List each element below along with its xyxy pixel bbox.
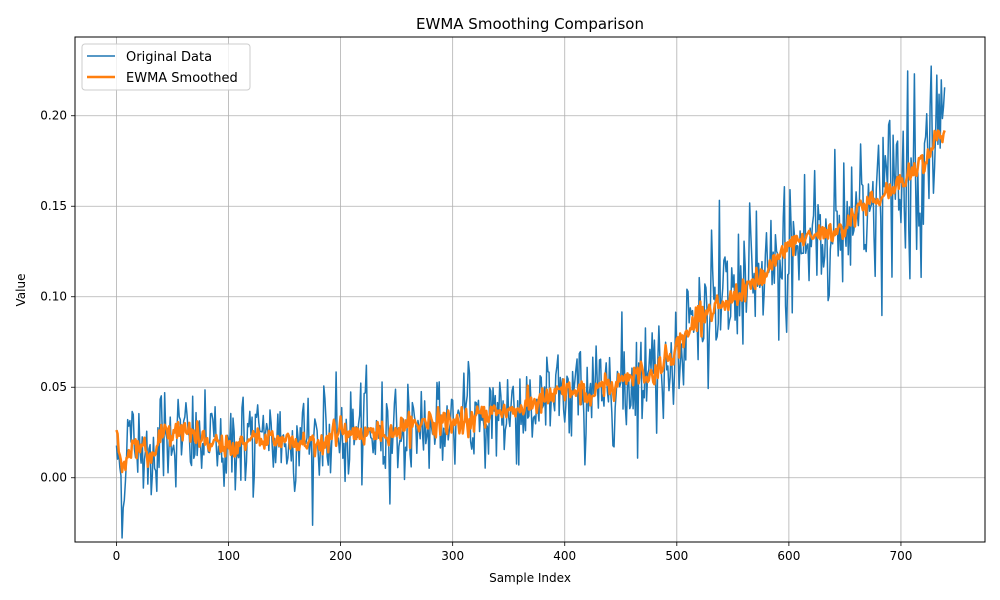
series-layer (115, 65, 946, 539)
x-tick-label: 700 (889, 549, 912, 563)
y-tick-label: 0.15 (40, 199, 67, 213)
x-tick-label: 100 (217, 549, 240, 563)
y-tick-label: 0.05 (40, 380, 67, 394)
series-line-ewma-smoothed (115, 129, 946, 474)
tick-layer: 0 100 200 300 400 500 600 700 0.00 0.05 0.10 0.15 0.… (40, 109, 912, 563)
legend-box (81, 43, 251, 91)
x-tick-label: 200 (329, 549, 352, 563)
x-tick-label: 0 (113, 549, 121, 563)
x-axis-label: Sample Index (489, 571, 571, 585)
y-tick-label: 0.20 (40, 109, 67, 123)
y-axis-label: Value (14, 274, 28, 307)
x-tick-label: 500 (665, 549, 688, 563)
plot-frame (74, 36, 986, 543)
grid-layer (75, 37, 985, 542)
legend-label-ewma: EWMA Smoothed (126, 71, 238, 86)
legend-label-original: Original Data (126, 50, 212, 65)
x-tick-label: 600 (777, 549, 800, 563)
series-line-original-data (115, 65, 946, 539)
x-tick-label: 400 (553, 549, 576, 563)
y-tick-label: 0.10 (40, 290, 67, 304)
x-tick-label: 300 (441, 549, 464, 563)
y-tick-label: 0.00 (40, 471, 67, 485)
legend: Original Data EWMA Smoothed (81, 43, 251, 91)
chart-title: EWMA Smoothing Comparison (416, 15, 644, 33)
